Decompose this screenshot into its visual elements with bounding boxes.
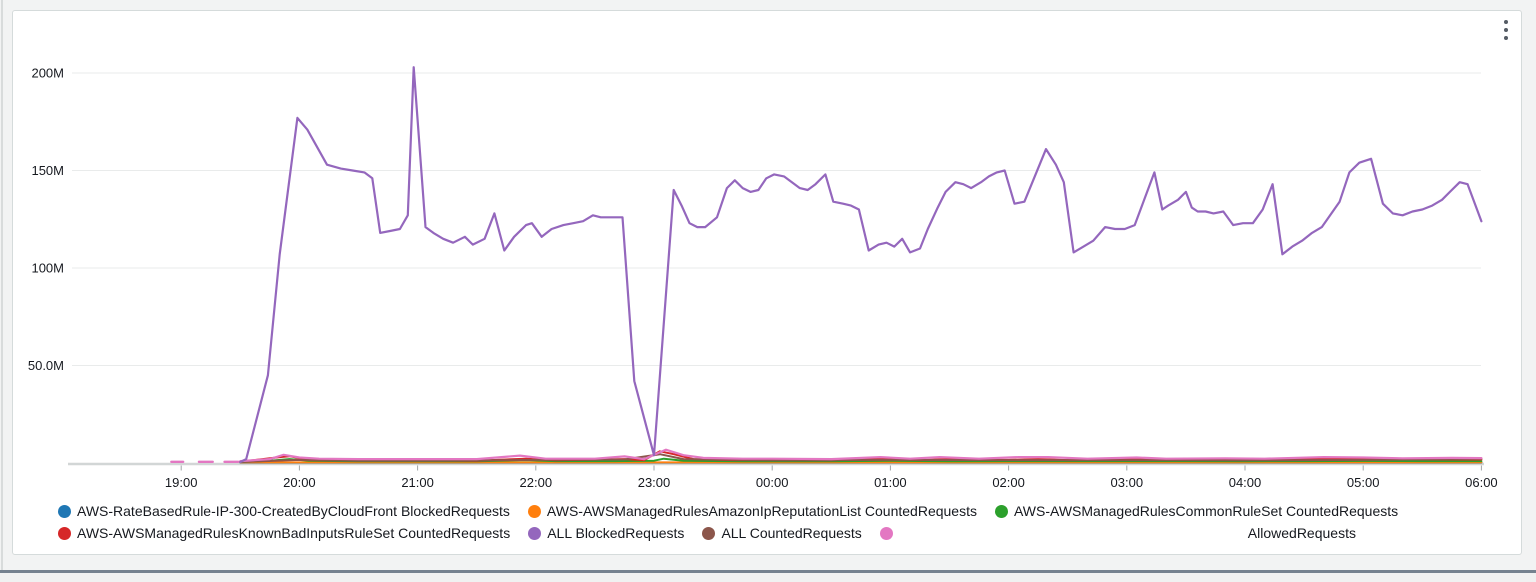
legend-color-dot-known-bad-inputs-counted xyxy=(58,527,71,540)
legend-item-all-blocked[interactable]: ALL BlockedRequests xyxy=(528,523,684,544)
legend-row-1: AWS-RateBasedRule-IP-300-CreatedByCloudF… xyxy=(58,501,1510,522)
bottom-strip xyxy=(0,573,1536,582)
chart-legend: AWS-RateBasedRule-IP-300-CreatedByCloudF… xyxy=(58,501,1510,544)
legend-label-all-blocked: ALL BlockedRequests xyxy=(547,525,685,541)
legend-item-common-ruleset-counted[interactable]: AWS-AWSManagedRulesCommonRuleSet Counted… xyxy=(994,501,1399,522)
legend-label-all-counted: ALL CountedRequests xyxy=(721,525,862,541)
legend-item-known-bad-inputs-counted[interactable]: AWS-AWSManagedRulesKnownBadInputsRuleSet… xyxy=(58,523,510,544)
legend-label-ip-reputation-counted: AWS-AWSManagedRulesAmazonIpReputationLis… xyxy=(546,503,977,519)
legend-color-dot-rate-based-blocked xyxy=(58,505,71,518)
legend-label-allowed-requests: AllowedRequests xyxy=(1247,525,1356,541)
legend-color-dot-common-ruleset-counted xyxy=(994,505,1008,518)
bottom-divider xyxy=(0,570,1536,573)
legend-label-common-ruleset-counted: AWS-AWSManagedRulesCommonRuleSet Counted… xyxy=(1013,503,1399,519)
kebab-menu-icon xyxy=(1504,20,1508,24)
legend-color-dot-all-counted xyxy=(702,527,716,540)
page-left-border xyxy=(1,0,3,570)
legend-color-dot-allowed-requests xyxy=(879,527,893,540)
legend-color-dot-ip-reputation-counted xyxy=(527,505,541,518)
legend-item-ip-reputation-counted[interactable]: AWS-AWSManagedRulesAmazonIpReputationLis… xyxy=(527,501,977,522)
legend-item-allowed-requests[interactable]: AllowedRequests xyxy=(879,523,1356,544)
legend-label-rate-based-blocked: AWS-RateBasedRule-IP-300-CreatedByCloudF… xyxy=(77,503,510,519)
legend-item-rate-based-blocked[interactable]: AWS-RateBasedRule-IP-300-CreatedByCloudF… xyxy=(58,501,510,522)
cloudwatch-metrics-widget-card xyxy=(12,10,1522,555)
widget-menu-button[interactable] xyxy=(1492,15,1520,45)
legend-color-dot-all-blocked xyxy=(528,527,542,540)
legend-label-known-bad-inputs-counted: AWS-AWSManagedRulesKnownBadInputsRuleSet… xyxy=(77,525,511,541)
legend-row-2: AWS-AWSManagedRulesKnownBadInputsRuleSet… xyxy=(58,523,1510,544)
legend-item-all-counted[interactable]: ALL CountedRequests xyxy=(702,523,862,544)
